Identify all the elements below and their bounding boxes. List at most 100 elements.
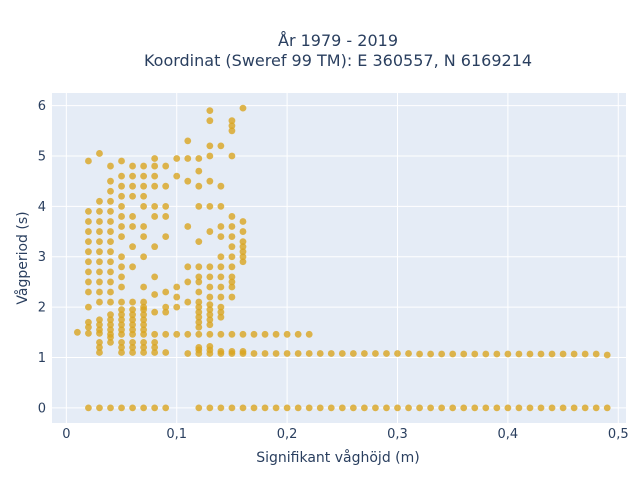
plot-area: [52, 93, 626, 423]
data-point: [173, 303, 181, 311]
data-point: [96, 326, 103, 334]
data-point: [173, 172, 181, 180]
data-point: [85, 248, 92, 256]
data-point: [195, 298, 203, 306]
data-point: [85, 278, 92, 286]
data-point: [592, 404, 600, 412]
data-point: [327, 350, 335, 357]
data-point: [427, 350, 435, 358]
data-point: [85, 238, 92, 246]
data-point: [184, 350, 192, 357]
data-point: [151, 273, 159, 281]
x-tick-label: 0,4: [498, 427, 519, 442]
data-point: [581, 404, 589, 412]
y-tick-label: 6: [38, 99, 46, 114]
data-point: [360, 350, 368, 357]
data-point: [493, 350, 501, 358]
data-point: [151, 344, 159, 351]
data-point: [405, 404, 412, 412]
data-point: [107, 177, 114, 185]
y-tick-label: 4: [38, 200, 46, 215]
data-point: [206, 228, 214, 235]
data-point: [206, 321, 214, 329]
data-point: [107, 162, 114, 170]
data-point: [250, 330, 258, 338]
data-point: [107, 278, 114, 286]
data-point: [118, 283, 125, 291]
data-point: [173, 155, 181, 162]
data-point: [217, 308, 225, 316]
data-point: [85, 288, 92, 296]
data-point: [107, 333, 114, 341]
data-point: [85, 404, 92, 412]
data-point: [261, 404, 269, 412]
data-point: [250, 350, 258, 357]
data-point: [85, 268, 92, 276]
data-point: [195, 330, 203, 338]
data-point: [195, 404, 203, 412]
data-point: [228, 243, 236, 251]
data-point: [206, 152, 214, 160]
data-point: [129, 223, 136, 230]
data-point: [184, 298, 192, 306]
data-point: [493, 404, 501, 412]
data-point: [206, 283, 214, 291]
data-point: [228, 213, 236, 220]
y-tick-label: 5: [38, 149, 46, 164]
data-point: [96, 228, 103, 235]
data-point: [107, 248, 114, 256]
data-point: [129, 404, 136, 412]
data-point: [228, 263, 236, 271]
data-point: [107, 268, 114, 276]
data-point: [162, 182, 170, 190]
data-point: [206, 343, 214, 350]
data-point: [416, 404, 423, 412]
data-point: [195, 263, 203, 271]
data-point: [239, 104, 247, 112]
data-point: [173, 283, 181, 291]
data-point: [129, 298, 136, 306]
data-point: [217, 293, 225, 301]
y-tick-label: 1: [38, 351, 46, 366]
data-point: [537, 350, 545, 358]
y-axis-title: Vågperiod (s): [14, 211, 31, 304]
y-tick-label: 2: [38, 301, 46, 316]
data-point: [140, 303, 148, 311]
data-point: [162, 404, 170, 412]
data-point: [239, 258, 247, 266]
data-point: [405, 350, 412, 357]
data-point: [195, 182, 203, 190]
data-point: [482, 404, 490, 412]
data-point: [96, 208, 103, 215]
data-point: [107, 298, 114, 306]
data-point: [85, 258, 92, 266]
data-point: [96, 278, 103, 286]
data-point: [151, 162, 159, 170]
data-point: [206, 293, 214, 301]
data-point: [107, 197, 114, 205]
data-point: [504, 350, 512, 358]
data-point: [294, 330, 302, 338]
data-point: [118, 306, 125, 314]
data-point: [140, 404, 148, 412]
data-point: [140, 172, 148, 180]
data-point: [140, 316, 148, 324]
data-point: [151, 330, 159, 338]
data-point: [173, 330, 181, 338]
data-point: [394, 404, 401, 412]
data-point: [96, 238, 103, 246]
data-point: [96, 344, 103, 351]
data-point: [206, 263, 214, 271]
data-point: [239, 404, 247, 412]
data-point: [228, 283, 236, 291]
data-point: [195, 278, 203, 286]
data-point: [85, 218, 92, 225]
data-point: [85, 208, 92, 215]
data-point: [603, 351, 611, 359]
data-point: [206, 330, 214, 338]
data-point: [206, 273, 214, 281]
data-point: [438, 404, 446, 412]
data-point: [162, 288, 170, 296]
data-point: [482, 350, 490, 358]
